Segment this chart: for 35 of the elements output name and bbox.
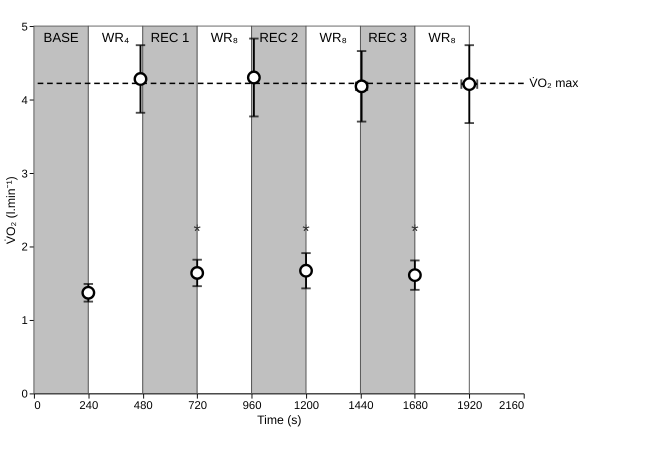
y-tick-label: 2	[21, 242, 28, 254]
band-label: REC 2	[259, 30, 298, 46]
y-tick-label: 0	[21, 388, 28, 401]
x-tick-label: 480	[134, 400, 153, 412]
x-tick-label: 720	[188, 400, 208, 412]
band-label: WR₄	[102, 30, 130, 46]
band-label: REC 1	[150, 30, 190, 46]
point	[190, 266, 204, 280]
band-label: WR₈	[320, 30, 347, 46]
x-axis-title: Time (s)	[257, 413, 302, 428]
x-tick-label: 1200	[294, 400, 320, 412]
band-label: WR₈	[428, 30, 456, 46]
y-tick-label: 1	[21, 315, 28, 328]
x-tick-label: 240	[79, 400, 98, 412]
point	[246, 70, 261, 84]
x-tick-label: 1680	[402, 400, 428, 412]
point	[299, 264, 313, 278]
point	[408, 268, 422, 282]
ref-line-label: V̇O₂ max	[529, 76, 578, 90]
point	[81, 286, 96, 300]
x-tick-label: 1440	[348, 400, 374, 412]
x-tick-label: 1920	[457, 400, 482, 412]
band-label: WR₈	[210, 30, 238, 46]
point	[354, 79, 369, 94]
x-tick-label: 2160	[499, 400, 524, 412]
x-tick-label: 960	[242, 400, 262, 412]
band-label: REC 3	[368, 30, 408, 46]
band-label: BASE	[44, 30, 79, 46]
y-tick-label: 5	[21, 21, 28, 34]
x-tick-label: 0	[34, 400, 41, 412]
y-tick-label: 4	[21, 94, 28, 107]
point	[134, 72, 148, 86]
y-tick-label: 3	[21, 168, 28, 180]
point	[462, 77, 476, 92]
y-axis-title: V̇O₂ (l.min⁻¹)	[4, 176, 18, 244]
